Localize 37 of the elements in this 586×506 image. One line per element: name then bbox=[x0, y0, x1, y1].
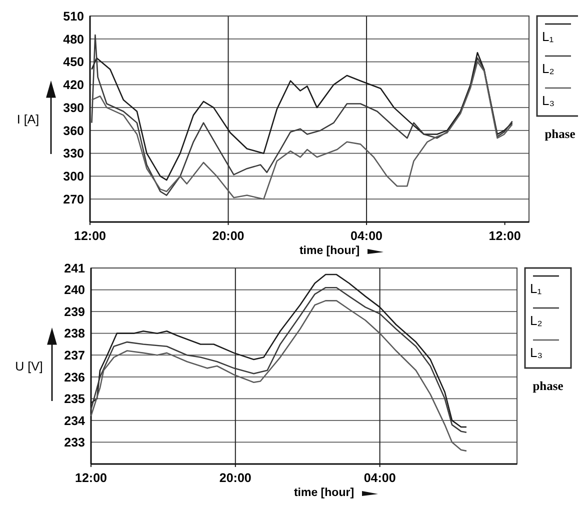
y-tick-label: 510 bbox=[63, 9, 84, 24]
x-tick-label: 12:00 bbox=[75, 471, 108, 485]
y-tick-label: 330 bbox=[63, 146, 84, 161]
legend-label: L₁ bbox=[530, 281, 542, 296]
x-tick-label: 20:00 bbox=[219, 471, 252, 485]
y-tick-label: 390 bbox=[63, 100, 84, 115]
y-axis-title: U [V] bbox=[15, 359, 43, 374]
x-tick-label: 20:00 bbox=[212, 229, 244, 243]
x-tick-label: 12:00 bbox=[488, 229, 521, 243]
x-tick-label: 04:00 bbox=[350, 229, 383, 243]
x-axis-title: time [hour] bbox=[294, 487, 354, 499]
y-tick-label: 233 bbox=[64, 436, 86, 450]
y-tick-label: 480 bbox=[63, 32, 84, 46]
legend-label: L₁ bbox=[542, 29, 554, 44]
legend-label: L₂ bbox=[530, 313, 542, 328]
y-tick-label: 240 bbox=[64, 283, 86, 298]
legend-title: phase bbox=[532, 379, 564, 393]
y-tick-label: 360 bbox=[63, 124, 84, 138]
y-tick-label: 235 bbox=[64, 392, 86, 406]
legend-label: L₃ bbox=[530, 345, 543, 360]
y-tick-label: 237 bbox=[64, 348, 86, 362]
y-axis-title: I [A] bbox=[16, 112, 40, 126]
x-axis-title: time [hour] bbox=[299, 245, 360, 257]
y-tick-label: 236 bbox=[64, 370, 86, 384]
y-tick-label: 234 bbox=[64, 414, 86, 428]
y-tick-label: 241 bbox=[64, 261, 86, 276]
legend-label: L₂ bbox=[542, 61, 554, 76]
y-tick-label: 270 bbox=[63, 192, 84, 206]
y-tick-label: 238 bbox=[64, 326, 86, 341]
x-tick-label: 04:00 bbox=[364, 471, 396, 485]
y-tick-label: 300 bbox=[63, 170, 84, 184]
x-tick-label: 12:00 bbox=[74, 229, 106, 243]
y-tick-label: 450 bbox=[63, 55, 84, 70]
legend-label: L₃ bbox=[542, 93, 555, 108]
y-tick-label: 420 bbox=[63, 78, 84, 92]
y-tick-label: 239 bbox=[64, 304, 86, 319]
legend-title: phase bbox=[544, 127, 576, 141]
